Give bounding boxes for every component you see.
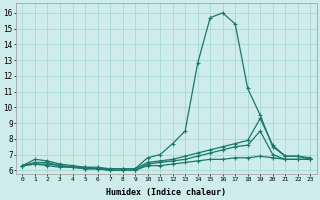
X-axis label: Humidex (Indice chaleur): Humidex (Indice chaleur) <box>106 188 226 197</box>
